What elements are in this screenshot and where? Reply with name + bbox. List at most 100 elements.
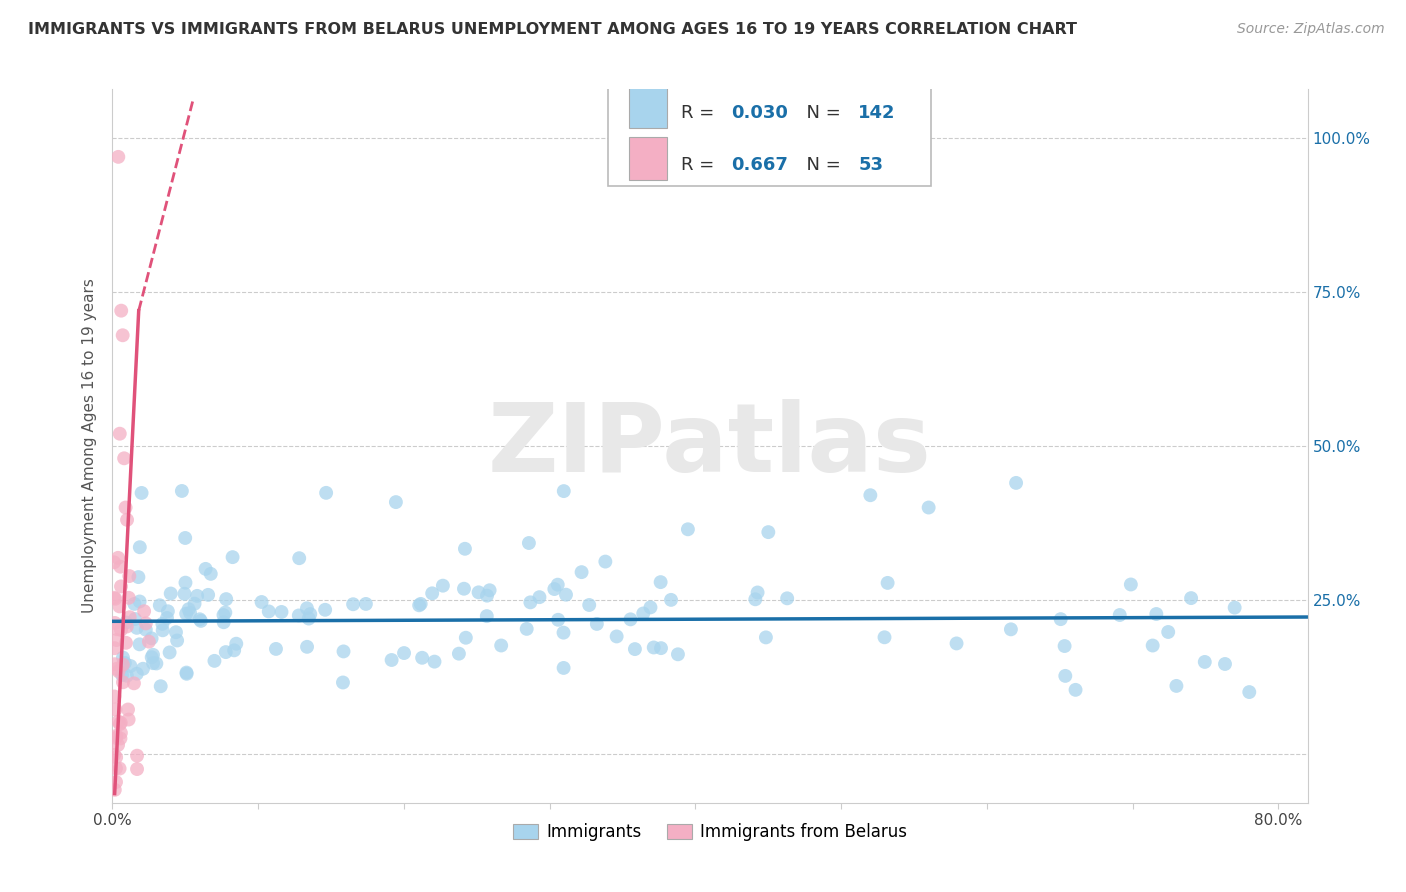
Point — [105, 731, 128, 745]
Point — [103, 747, 125, 762]
Point — [643, 640, 665, 655]
Point — [107, 714, 129, 729]
Point — [107, 550, 129, 565]
Point — [104, 761, 127, 775]
Point — [125, 621, 148, 635]
Point — [110, 731, 132, 746]
Point — [117, 702, 139, 716]
Text: 0.667: 0.667 — [731, 156, 789, 174]
Point — [776, 591, 799, 606]
Point — [354, 597, 377, 611]
Point — [1157, 625, 1180, 640]
Point — [619, 612, 641, 626]
Text: IMMIGRANTS VS IMMIGRANTS FROM BELARUS UNEMPLOYMENT AMONG AGES 16 TO 19 YEARS COR: IMMIGRANTS VS IMMIGRANTS FROM BELARUS UN… — [28, 22, 1077, 37]
Point — [876, 575, 898, 590]
Point — [111, 650, 134, 665]
Point — [112, 451, 135, 466]
Text: N =: N = — [794, 104, 846, 122]
Point — [173, 587, 195, 601]
Point — [111, 668, 134, 682]
Point — [105, 622, 128, 636]
Point — [127, 570, 149, 584]
Point — [659, 593, 682, 607]
Point — [108, 762, 131, 776]
Point — [756, 525, 779, 540]
Point — [141, 650, 163, 665]
Point — [142, 656, 165, 670]
Point — [104, 615, 127, 630]
Point — [118, 610, 141, 624]
Point — [149, 599, 172, 613]
Point — [250, 595, 273, 609]
Point — [295, 640, 318, 654]
Point — [149, 679, 172, 693]
Point — [104, 702, 127, 716]
Point — [454, 541, 477, 556]
Point — [475, 609, 498, 624]
Point — [110, 559, 132, 574]
Point — [666, 648, 689, 662]
Point — [124, 597, 146, 611]
Point — [270, 605, 292, 619]
Point — [105, 633, 128, 648]
Point — [120, 659, 142, 673]
Point — [454, 631, 477, 645]
Point — [1119, 577, 1142, 591]
Point — [1053, 639, 1076, 653]
Point — [108, 426, 131, 441]
Point — [1223, 600, 1246, 615]
Point — [453, 582, 475, 596]
Point — [104, 641, 127, 656]
Point — [529, 590, 551, 604]
Point — [478, 583, 501, 598]
Point — [516, 622, 538, 636]
Point — [152, 616, 174, 631]
Point — [110, 623, 132, 637]
Point — [125, 666, 148, 681]
Point — [381, 653, 404, 667]
Point — [200, 566, 222, 581]
Point — [295, 601, 318, 615]
Point — [299, 607, 322, 621]
Point — [186, 589, 208, 603]
Point — [1194, 655, 1216, 669]
Y-axis label: Unemployment Among Ages 16 to 19 years: Unemployment Among Ages 16 to 19 years — [82, 278, 97, 614]
Point — [107, 150, 129, 164]
Point — [145, 657, 167, 671]
Point — [128, 637, 150, 651]
Point — [132, 662, 155, 676]
Point — [183, 597, 205, 611]
Point — [1064, 682, 1087, 697]
Point — [1049, 612, 1071, 626]
Point — [174, 607, 197, 621]
Point — [633, 607, 655, 621]
Point — [174, 575, 197, 590]
Point — [606, 629, 628, 643]
Text: 142: 142 — [858, 104, 896, 122]
Point — [517, 536, 540, 550]
Point — [114, 500, 136, 515]
Legend: Immigrants, Immigrants from Belarus: Immigrants, Immigrants from Belarus — [506, 817, 914, 848]
Text: Source: ZipAtlas.com: Source: ZipAtlas.com — [1237, 22, 1385, 37]
Point — [132, 604, 155, 618]
Point — [105, 775, 128, 789]
Point — [650, 575, 672, 590]
Point — [215, 645, 238, 659]
Point — [118, 569, 141, 583]
Point — [221, 550, 243, 565]
Point — [108, 717, 131, 731]
Point — [197, 588, 219, 602]
Point — [138, 634, 160, 648]
Point — [110, 303, 132, 318]
Point — [115, 513, 138, 527]
Point — [165, 625, 187, 640]
Point — [110, 579, 132, 593]
Point — [166, 633, 188, 648]
Point — [224, 643, 246, 657]
Point — [190, 614, 212, 628]
Point — [114, 656, 136, 670]
Point — [122, 676, 145, 690]
Point — [411, 650, 433, 665]
Point — [141, 632, 163, 646]
Point — [188, 612, 211, 626]
